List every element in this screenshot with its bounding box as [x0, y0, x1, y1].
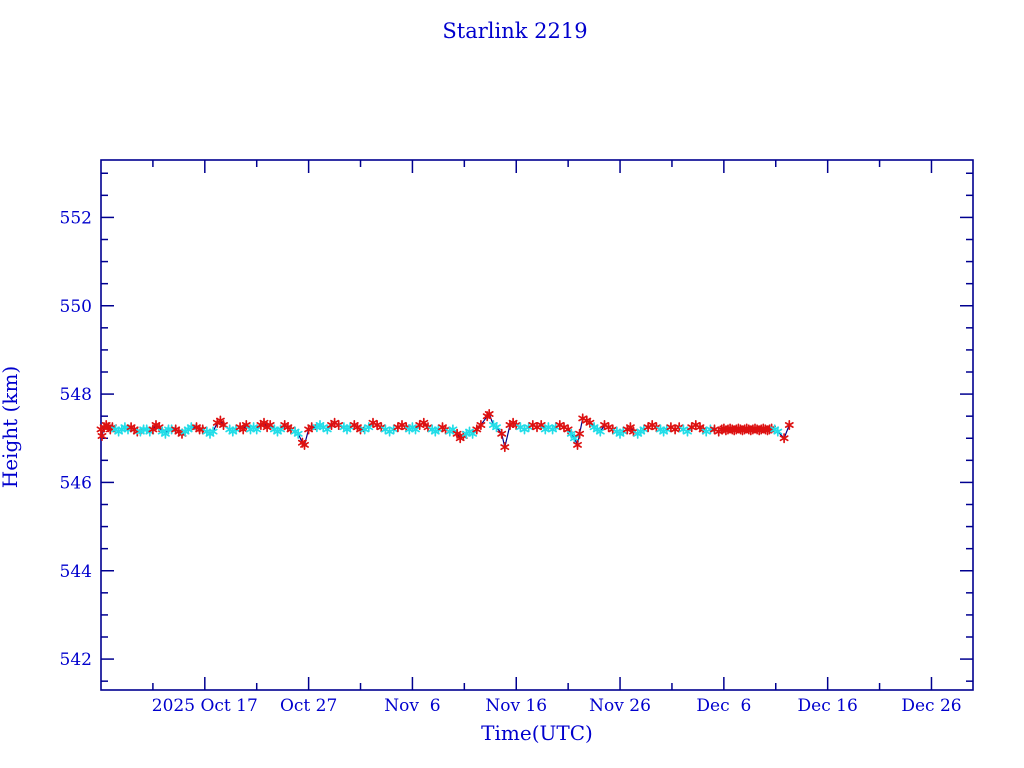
y-tick-label: 548 — [60, 385, 92, 405]
data-point-cyan-asterisk — [569, 433, 579, 444]
y-tick-label: 546 — [60, 473, 92, 493]
chart-title: Starlink 2219 — [442, 19, 587, 43]
x-tick-label: Dec 16 — [798, 696, 858, 716]
x-tick-label: Nov 16 — [485, 696, 547, 716]
x-tick-label: Oct 27 — [280, 696, 337, 716]
data-point-cyan-asterisk — [773, 426, 783, 437]
y-tick-label: 542 — [60, 650, 92, 670]
x-tick-label: Dec 26 — [901, 696, 961, 716]
data-point-red-asterisk — [97, 430, 107, 442]
data-point-red-asterisk — [779, 433, 789, 444]
data-point-red-asterisk — [219, 419, 228, 431]
y-tick-label: 544 — [60, 562, 92, 582]
x-tick-label: Nov 6 — [384, 696, 440, 716]
data-point-red-asterisk — [500, 442, 510, 453]
data-point-cyan-asterisk — [595, 426, 605, 437]
x-tick-label: Dec 6 — [696, 696, 751, 716]
x-tick-label: 2025 Oct 17 — [152, 696, 258, 716]
data-point-red-asterisk — [573, 439, 582, 450]
data-point-red-asterisk — [484, 408, 494, 420]
x-tick-label: Nov 26 — [589, 696, 651, 716]
y-tick-label: 552 — [60, 208, 92, 228]
axis-ticks-layer — [101, 160, 973, 690]
y-tick-label: 550 — [60, 297, 92, 317]
data-point-red-asterisk — [497, 428, 507, 439]
y-axis-title: Height (km) — [0, 366, 22, 488]
data-point-red-asterisk — [784, 419, 794, 431]
data-point-red-asterisk — [300, 439, 309, 450]
axis-tick-labels-layer: 2025 Oct 17 Oct 27 Nov 6 Nov 16 Nov 26 Dec 6 D… — [60, 208, 962, 716]
data-series-layer — [96, 408, 794, 453]
data-point-cyan-asterisk — [208, 426, 218, 437]
data-point-red-asterisk — [476, 419, 486, 431]
data-point-cyan-asterisk — [293, 428, 303, 439]
data-point-cyan-asterisk — [492, 422, 501, 433]
x-axis-title: Time(UTC) — [481, 721, 593, 745]
data-point-red-asterisk — [575, 428, 585, 439]
